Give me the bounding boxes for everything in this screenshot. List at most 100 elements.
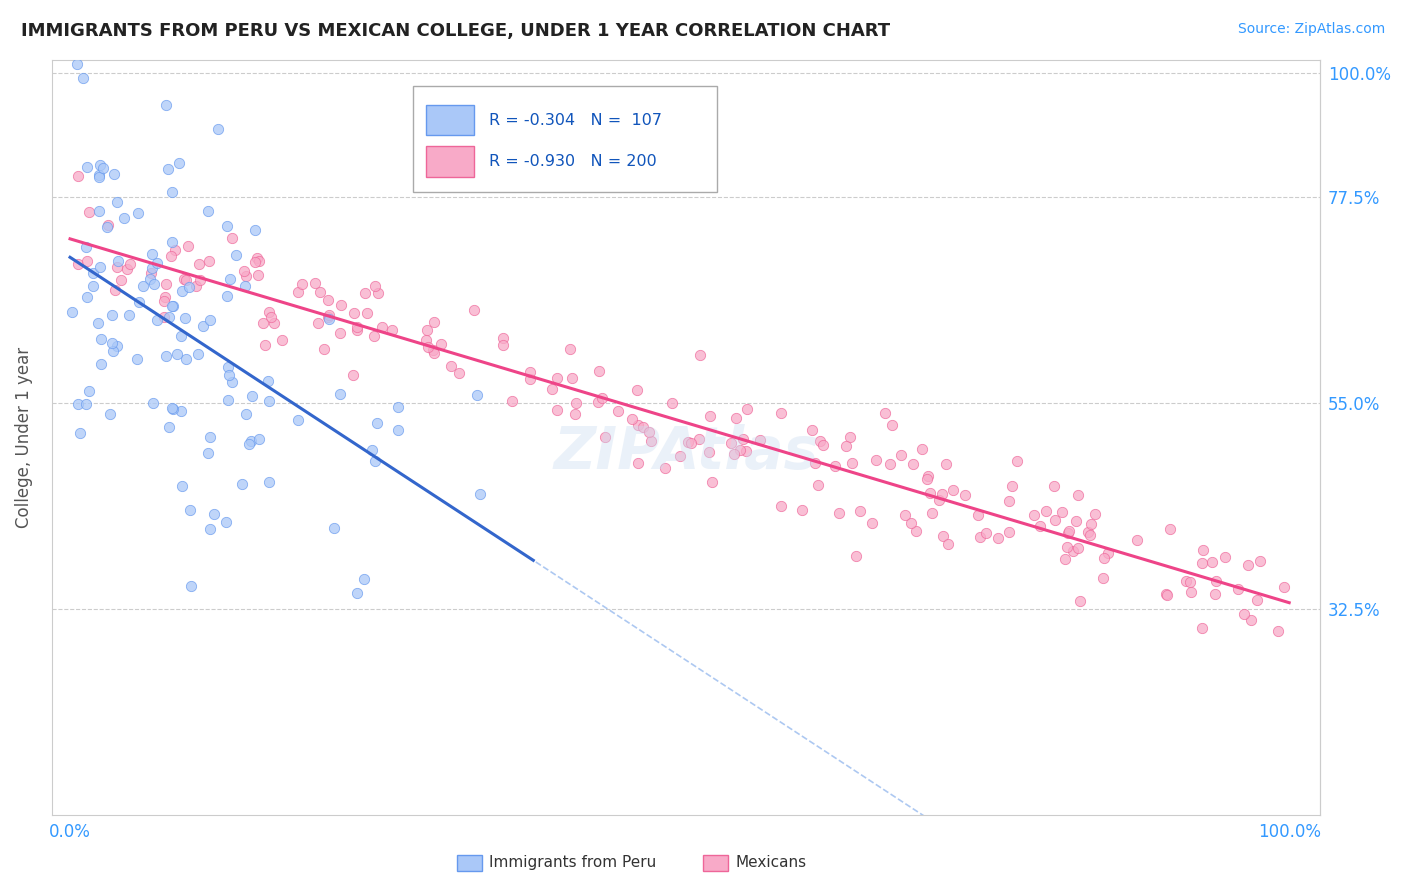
Point [139,271,162,285]
Point [1178,575,1201,590]
Point [233,264,256,278]
Point [105,195,128,210]
Point [689,348,711,362]
Point [197,445,219,459]
Point [198,523,221,537]
Point [329,386,352,401]
Point [307,316,329,330]
Point [955,488,977,502]
Point [681,436,703,450]
Point [221,375,243,389]
Point [146,313,169,327]
Point [987,531,1010,545]
Point [167,156,190,170]
Point [354,286,377,301]
Point [103,167,125,181]
Point [890,448,912,462]
Point [1201,555,1223,569]
Point [873,406,896,420]
Point [1062,544,1084,558]
Point [911,442,934,457]
Point [678,435,700,450]
Point [416,340,439,354]
Point [1057,526,1080,541]
Point [174,352,197,367]
Point [1067,488,1090,502]
Point [699,445,721,459]
Point [110,272,132,286]
Point [112,211,135,225]
Point [217,392,239,407]
Point [367,286,389,301]
Point [287,285,309,300]
Point [1154,587,1177,601]
Point [179,280,201,294]
Point [98,407,121,421]
Point [1001,479,1024,493]
Point [318,311,340,326]
Point [882,418,904,433]
Point [215,289,238,303]
Point [631,419,654,434]
Point [637,425,659,439]
Point [845,549,868,564]
Point [839,430,862,444]
Point [1029,518,1052,533]
Point [565,396,588,410]
Point [257,305,280,319]
Point [256,374,278,388]
Point [546,402,568,417]
Point [423,345,446,359]
Point [329,326,352,340]
Point [733,432,755,446]
Point [127,206,149,220]
Point [724,410,747,425]
Point [591,391,613,405]
Point [1077,524,1099,539]
Point [104,283,127,297]
Point [207,121,229,136]
Point [346,323,368,337]
Point [824,459,846,474]
Point [160,401,183,415]
Point [76,290,98,304]
Point [1159,522,1181,536]
Point [146,256,169,270]
Point [1066,514,1088,528]
Point [191,319,214,334]
Point [179,503,201,517]
Point [155,98,177,112]
Point [160,235,183,249]
Point [240,389,263,403]
Point [105,339,128,353]
Point [661,396,683,410]
Point [309,285,332,300]
Point [807,477,830,491]
Point [360,442,382,457]
Point [904,524,927,538]
Point [931,487,953,501]
Point [90,357,112,371]
Point [87,204,110,219]
Point [128,295,150,310]
Point [627,417,650,432]
Point [1233,607,1256,621]
Point [66,257,89,271]
Point [997,525,1019,540]
Point [917,468,939,483]
Point [1053,551,1076,566]
Point [160,249,183,263]
Point [77,384,100,398]
Point [82,278,104,293]
Point [801,423,824,437]
Point [198,429,221,443]
Point [187,347,209,361]
Point [141,247,163,261]
Point [263,316,285,330]
Point [87,316,110,330]
Text: R = -0.930   N = 200: R = -0.930 N = 200 [489,154,657,169]
Point [235,408,257,422]
Point [304,277,326,291]
Point [1043,513,1066,527]
Point [564,407,586,421]
